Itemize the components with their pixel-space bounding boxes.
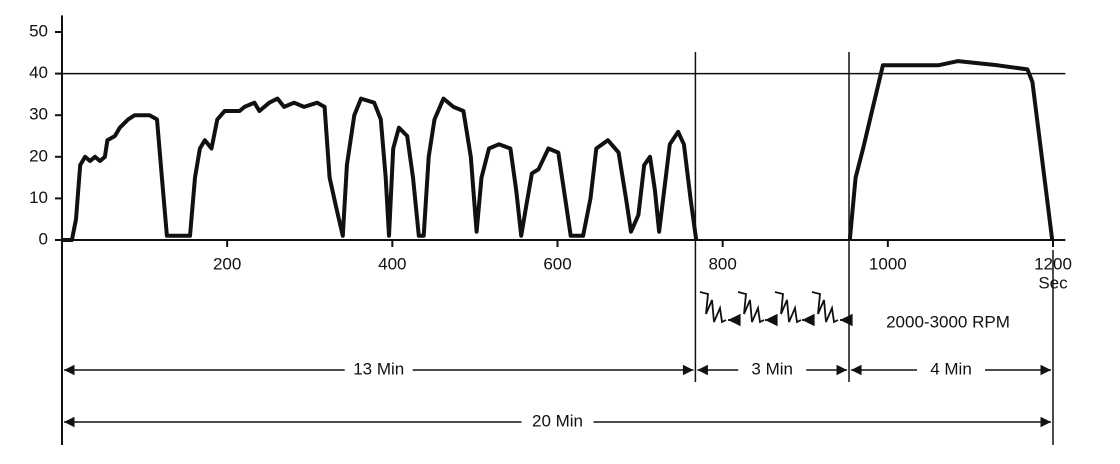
x-tick-label: 800 [708,254,736,273]
span-label: 3 Min [751,359,793,378]
y-tick-label: 10 [29,188,48,207]
rpm-annotation: 2000-3000 RPM [886,312,1010,331]
x-tick-label: 200 [213,254,241,273]
span-label: 20 Min [532,411,583,430]
x-tick-label: 1000 [869,254,907,273]
y-tick-label: 50 [29,21,48,40]
rpm-icons [699,291,853,327]
span-label: 4 Min [930,359,972,378]
y-tick-label: 40 [29,63,48,82]
y-tick-label: 20 [29,146,48,165]
span-label: 13 Min [353,359,404,378]
y-tick-label: 0 [39,229,48,248]
x-tick-label: 600 [543,254,571,273]
x-tick-label: 400 [378,254,406,273]
speed-trace [62,59,1055,242]
y-tick-label: 30 [29,105,48,124]
